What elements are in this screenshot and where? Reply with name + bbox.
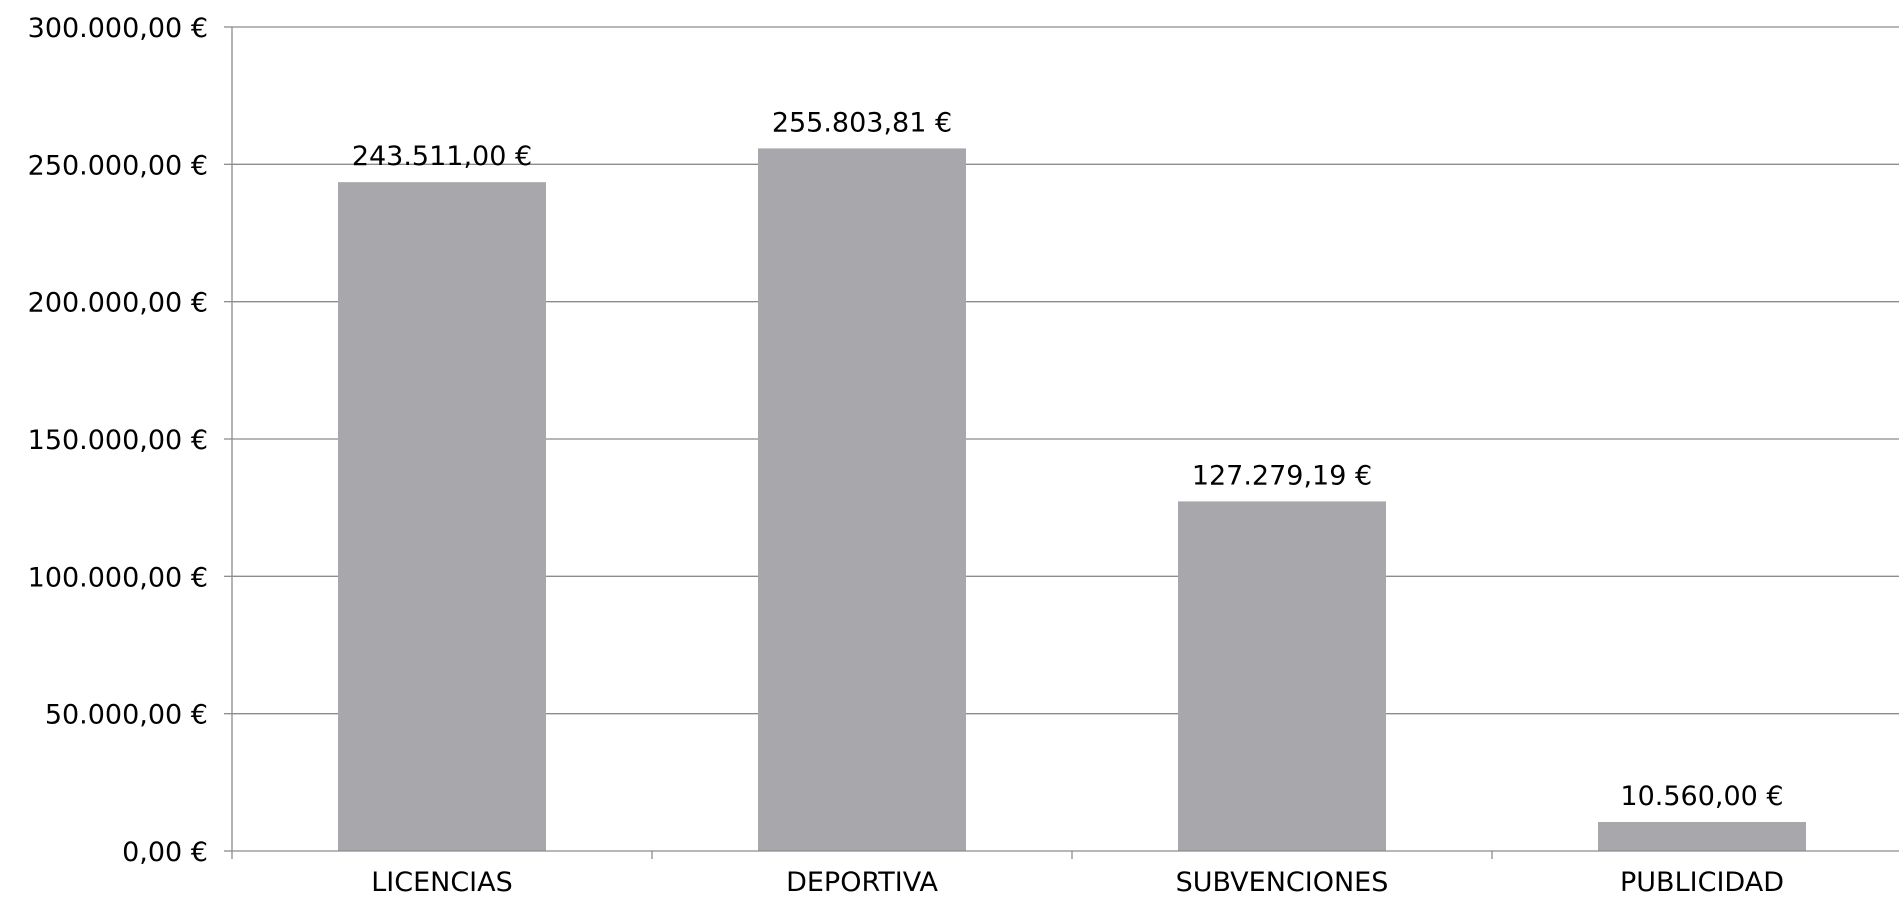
data-labels: 243.511,00 € 255.803,81 € 127.279,19 € 10.5… (352, 107, 1784, 812)
y-tick-label: 50.000,00 € (45, 700, 208, 731)
data-label: 243.511,00 € (352, 141, 532, 172)
y-tick-label: 100.000,00 € (28, 562, 208, 593)
category-labels: LICENCIAS DEPORTIVA SUBVENCIONES PUBLICIDAD (371, 867, 1784, 898)
data-label: 127.279,19 € (1192, 460, 1372, 491)
y-tick-label: 300.000,00 € (28, 13, 208, 44)
category-label: DEPORTIVA (786, 867, 938, 898)
bar-subvenciones (1178, 501, 1386, 851)
bars (338, 148, 1806, 852)
bar-deportiva (758, 148, 966, 851)
category-label: LICENCIAS (371, 867, 513, 898)
y-tick-label: 200.000,00 € (28, 288, 208, 319)
category-label: SUBVENCIONES (1176, 867, 1389, 898)
category-label: PUBLICIDAD (1620, 867, 1784, 898)
y-tick-labels: 0,00 € 50.000,00 € 100.000,00 € 150.000,00 … (28, 13, 208, 868)
bar-licencias (338, 182, 546, 852)
bar-publicidad (1598, 821, 1806, 851)
data-label: 10.560,00 € (1620, 781, 1783, 812)
y-tick-label: 250.000,00 € (28, 150, 208, 181)
axes (224, 26, 1899, 859)
y-tick-label: 0,00 € (122, 837, 208, 868)
y-tick-label: 150.000,00 € (28, 425, 208, 456)
data-label: 255.803,81 € (772, 107, 952, 138)
